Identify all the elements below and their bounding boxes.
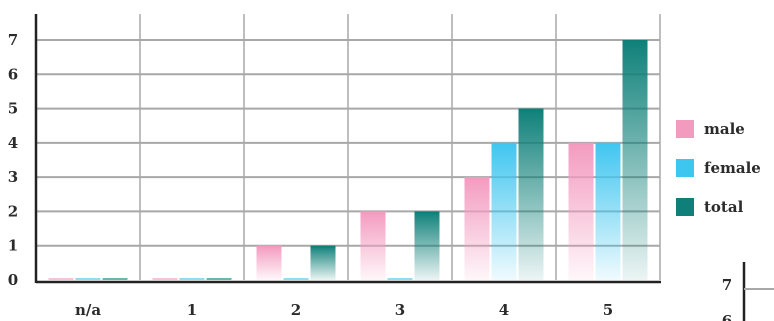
bar-cap-female-5: [595, 142, 621, 145]
bar-total-4: [518, 108, 544, 280]
x-tick-label-4: 4: [499, 301, 509, 319]
grid-lines: [36, 14, 661, 280]
bar-cap-total-2: [310, 245, 336, 248]
axes: [34, 14, 661, 284]
bar-cap-total-3: [414, 211, 440, 214]
x-tick-label-5: 5: [603, 301, 613, 319]
bar-female-1: [179, 278, 205, 280]
bar-total-1: [206, 278, 232, 280]
bar-female-2: [283, 278, 309, 280]
bar-cap-male-4: [464, 177, 490, 180]
legend-swatch-female: [676, 159, 694, 177]
legend-label-total: total: [704, 198, 744, 216]
bar-female-4: [491, 142, 517, 280]
bar-male-n/a: [48, 278, 74, 280]
bar-total-n/a: [102, 278, 128, 280]
y-tick-label-3: 3: [8, 168, 18, 186]
x-tick-label-n/a: n/a: [75, 301, 101, 319]
y-tick-label-2: 2: [8, 202, 18, 220]
legend-swatch-total: [676, 198, 694, 216]
bar-female-5: [595, 142, 621, 280]
x-tick-labels: n/a 1 2 3 4 5: [75, 301, 613, 319]
legend-label-male: male: [704, 120, 745, 138]
y-tick-label-4: 4: [8, 134, 18, 152]
bar-cap-male-3: [360, 211, 386, 214]
y-tick-label-5: 5: [8, 100, 18, 118]
cropped-tick-label-7: 7: [722, 276, 732, 294]
y-tick-labels: 0 1 2 3 4 5 6 7: [8, 31, 18, 289]
legend: male female total: [676, 120, 761, 216]
bar-total-2: [310, 245, 336, 280]
bar-male-5: [568, 142, 594, 280]
bar-cap-male-5: [568, 142, 594, 145]
bar-total-5: [622, 40, 648, 280]
x-tick-label-1: 1: [187, 301, 197, 319]
y-tick-label-0: 0: [8, 271, 18, 289]
bar-male-4: [464, 177, 490, 280]
bar-female-3: [387, 278, 413, 280]
y-tick-label-6: 6: [8, 65, 18, 83]
bar-female-n/a: [75, 278, 101, 280]
bar-male-1: [152, 278, 178, 280]
cropped-tick-label-6: 6: [722, 312, 732, 321]
bar-male-3: [360, 211, 386, 280]
y-tick-label-1: 1: [8, 237, 18, 255]
bar-cap-total-4: [518, 108, 544, 111]
x-tick-label-3: 3: [395, 301, 405, 319]
legend-label-female: female: [704, 159, 761, 177]
legend-swatch-male: [676, 120, 694, 138]
bar-cap-total-5: [622, 40, 648, 42]
y-tick-label-7: 7: [8, 31, 18, 49]
bar-total-3: [414, 211, 440, 280]
bar-cap-male-2: [256, 245, 282, 248]
bars: [48, 40, 648, 280]
bar-male-2: [256, 245, 282, 280]
cropped-axis-fragment: 76: [722, 262, 774, 321]
bar-cap-female-4: [491, 142, 517, 145]
x-tick-label-2: 2: [291, 301, 301, 319]
